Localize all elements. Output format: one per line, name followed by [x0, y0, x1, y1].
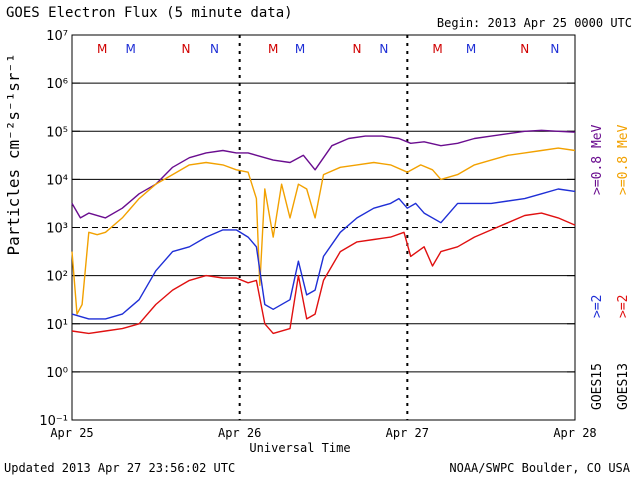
noon-midnight-marker: N — [550, 42, 559, 56]
chart-title: GOES Electron Flux (5 minute data) — [6, 5, 293, 21]
noon-midnight-marker: M — [295, 42, 305, 56]
y-tick-label: 10⁰ — [46, 366, 68, 381]
x-tick-label: Apr 25 — [50, 426, 93, 440]
noon-midnight-marker: N — [182, 42, 191, 56]
y-tick-label: 10⁴ — [46, 173, 68, 188]
y-tick-label: 10⁶ — [46, 77, 68, 92]
noon-midnight-marker: N — [520, 42, 529, 56]
updated-time: Updated 2013 Apr 27 23:56:02 UTC — [4, 461, 236, 475]
legend-goes15-2: >=2 — [590, 295, 605, 318]
noon-midnight-marker: M — [268, 42, 278, 56]
series-line-goes13_2 — [71, 212, 576, 335]
y-tick-label: 10¹ — [46, 318, 68, 333]
legend-goes15-08: >=0.8 MeV — [590, 124, 605, 195]
y-tick-label: 10⁻¹ — [39, 414, 68, 429]
noon-midnight-marker: M — [466, 42, 476, 56]
y-tick-label: 10⁷ — [46, 29, 68, 44]
noon-midnight-marker: N — [210, 42, 219, 56]
x-axis-label: Universal Time — [249, 441, 351, 455]
noon-midnight-marker: M — [97, 42, 107, 56]
legend-goes13: GOES13 — [616, 363, 631, 410]
y-tick-label: 10² — [46, 270, 68, 285]
series-line-goes15_08 — [71, 129, 576, 219]
x-tick-label: Apr 27 — [386, 426, 429, 440]
y-tick-label: 10⁵ — [46, 125, 68, 140]
noon-midnight-marker: N — [379, 42, 388, 56]
y-tick-label: 10³ — [46, 222, 68, 237]
noon-midnight-marker: M — [126, 42, 136, 56]
noon-midnight-marker: M — [432, 42, 442, 56]
series-line-goes13_08 — [71, 147, 576, 315]
x-tick-label: Apr 28 — [553, 426, 596, 440]
series-line-goes15_2 — [71, 188, 576, 320]
legend-goes13-2: >=2 — [616, 295, 631, 318]
credit-label: NOAA/SWPC Boulder, CO USA — [449, 461, 630, 475]
legend-goes13-08: >=0.8 MeV — [616, 124, 631, 195]
noon-midnight-marker: N — [353, 42, 362, 56]
x-tick-label: Apr 26 — [218, 426, 261, 440]
begin-time: Begin: 2013 Apr 25 0000 UTC — [436, 16, 632, 30]
legend-goes15: GOES15 — [590, 363, 605, 410]
